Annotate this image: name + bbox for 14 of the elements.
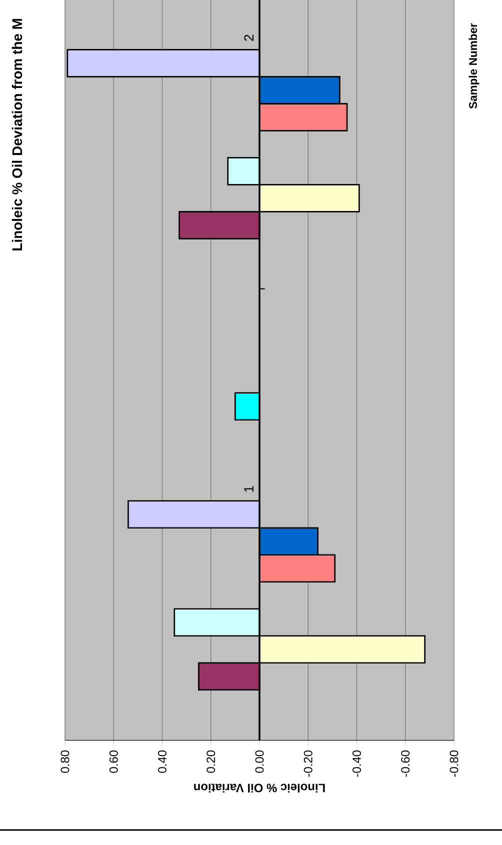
x-tick-label: 0.20 bbox=[206, 750, 216, 773]
x-tick-label: 0.80 bbox=[60, 750, 70, 773]
x-tick-label: -0.40 bbox=[352, 750, 361, 777]
x-tick-label: -0.60 bbox=[401, 750, 410, 777]
x-tick-label: -0.80 bbox=[450, 750, 458, 777]
y-tick-label: 1 bbox=[244, 486, 254, 492]
x-tick-label: 0.00 bbox=[255, 750, 264, 773]
text: Sample Number bbox=[468, 23, 480, 109]
x-tick-label: 0.40 bbox=[158, 750, 166, 773]
text: Linoleic % Oil Deviation from the M bbox=[12, 18, 22, 250]
x-tick-label: -0.20 bbox=[304, 750, 312, 777]
x-axis-title: Linoleic % Oil Variation bbox=[194, 784, 325, 793]
y-tick-label: 2 bbox=[244, 34, 254, 41]
x-tick-label: 0.60 bbox=[109, 750, 118, 773]
